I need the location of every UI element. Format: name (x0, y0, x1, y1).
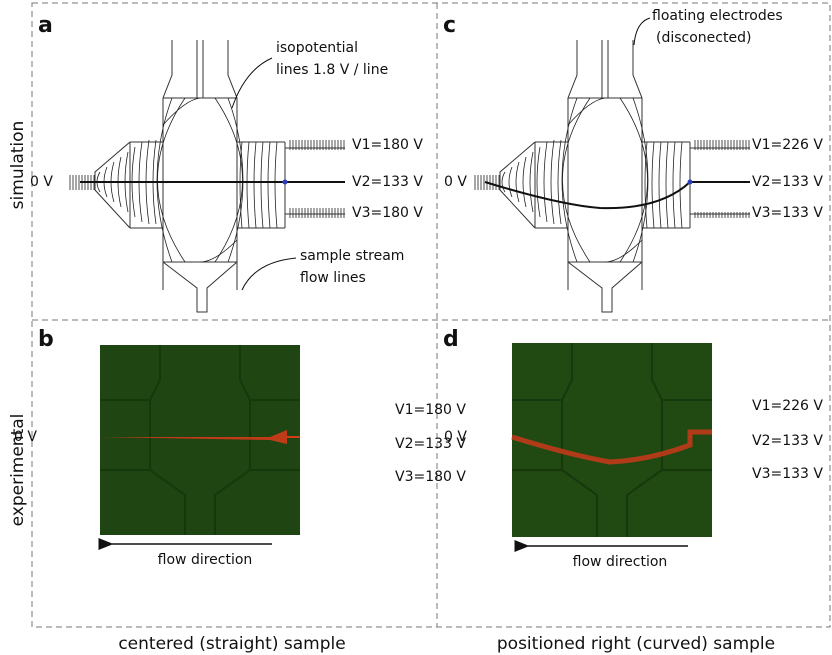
isopotential-line (508, 166, 513, 198)
isopotential-line (515, 161, 520, 203)
panel-label: a (38, 13, 53, 38)
ground-label: 0 V (30, 174, 53, 190)
isopotential-line (644, 141, 648, 229)
isopotential-line (260, 141, 264, 229)
isopotential-line (679, 141, 683, 229)
micrograph-d (511, 343, 712, 537)
isopotential-line (156, 97, 173, 263)
isopotential-line (253, 141, 257, 229)
isopotential-line (157, 97, 186, 263)
voltage-label: V1=226 V (752, 137, 823, 153)
row-label: experimental (8, 414, 28, 527)
isopotential-line (604, 239, 643, 263)
isopotential-line (557, 139, 562, 225)
isopotential-line (665, 141, 669, 229)
arrow-label: flow direction (573, 554, 668, 570)
panel-label: c (443, 13, 456, 38)
panel-label: b (38, 327, 54, 352)
annotation: flow lines (300, 270, 366, 286)
junction (282, 179, 288, 185)
isopotential-line (550, 139, 555, 225)
panel-grid (31, 2, 831, 628)
leader (241, 257, 297, 291)
isopotential-line (543, 141, 548, 223)
annotation: sample stream (300, 248, 404, 264)
caption: positioned right (curved) sample (497, 634, 775, 654)
isopotential-line (199, 239, 238, 263)
voltage-label: V3=180 V (352, 205, 423, 221)
isopotential-line (246, 141, 250, 229)
annotation: lines 1.8 V / line (276, 62, 388, 78)
voltage-label: V2=133 V (352, 174, 423, 190)
isopotential-line (501, 171, 506, 193)
device-c (474, 39, 751, 313)
isopotential-line (214, 97, 243, 263)
voltage-label: V2=133 V (752, 433, 823, 449)
panel-label: d (443, 327, 459, 352)
isopotential-line (529, 151, 534, 213)
leader (633, 17, 651, 46)
caption: centered (straight) sample (118, 634, 345, 654)
isopotential-line (651, 141, 655, 229)
voltage-label: V3=180 V (395, 469, 466, 485)
ground-label: 0 V (14, 429, 37, 445)
isopotential-line (561, 97, 578, 263)
isopotential-line (239, 141, 243, 229)
isopotential-line (567, 97, 606, 126)
isopotential-line (672, 141, 676, 229)
annotation: isopotential (276, 40, 358, 56)
isopotential-line (267, 141, 271, 229)
isopotential-line (619, 97, 648, 263)
row-label: simulation (8, 121, 28, 210)
voltage-label: V2=133 V (395, 436, 466, 452)
isopotential-line (227, 97, 244, 263)
isopotential-line (658, 141, 662, 229)
isopotential-line (522, 156, 527, 208)
voltage-label: V1=180 V (395, 402, 466, 418)
voltage-label: V2=133 V (752, 174, 823, 190)
ground-label: 0 V (444, 429, 467, 445)
voltage-label: V3=133 V (752, 466, 823, 482)
voltage-label: V1=180 V (352, 137, 423, 153)
isopotential-line (632, 97, 649, 263)
annotation: floating electrodes (652, 8, 783, 24)
isopotential-line (274, 141, 278, 229)
annotation: (disconected) (656, 30, 751, 46)
ground-label: 0 V (444, 174, 467, 190)
isopotential-line (162, 97, 201, 126)
stream-line (484, 181, 750, 210)
isopotential-line (562, 97, 591, 263)
device-a (69, 39, 346, 313)
voltage-label: V1=226 V (752, 398, 823, 414)
junction (687, 179, 693, 185)
voltage-label: V3=133 V (752, 205, 823, 221)
micrograph-b (100, 345, 300, 535)
arrow-label: flow direction (158, 552, 253, 568)
leader (231, 57, 273, 109)
isopotential-line (536, 146, 541, 218)
